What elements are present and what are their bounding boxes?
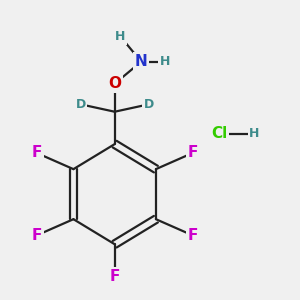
Text: F: F xyxy=(32,146,42,160)
Text: F: F xyxy=(188,146,198,160)
Text: O: O xyxy=(108,76,121,91)
Text: H: H xyxy=(249,127,260,140)
Text: F: F xyxy=(110,269,120,284)
Text: D: D xyxy=(143,98,154,111)
Text: N: N xyxy=(135,54,148,69)
Text: H: H xyxy=(160,55,170,68)
Text: H: H xyxy=(116,30,126,43)
Text: F: F xyxy=(32,228,42,243)
Text: D: D xyxy=(76,98,86,111)
Text: Cl: Cl xyxy=(211,126,227,141)
Text: F: F xyxy=(188,228,198,243)
